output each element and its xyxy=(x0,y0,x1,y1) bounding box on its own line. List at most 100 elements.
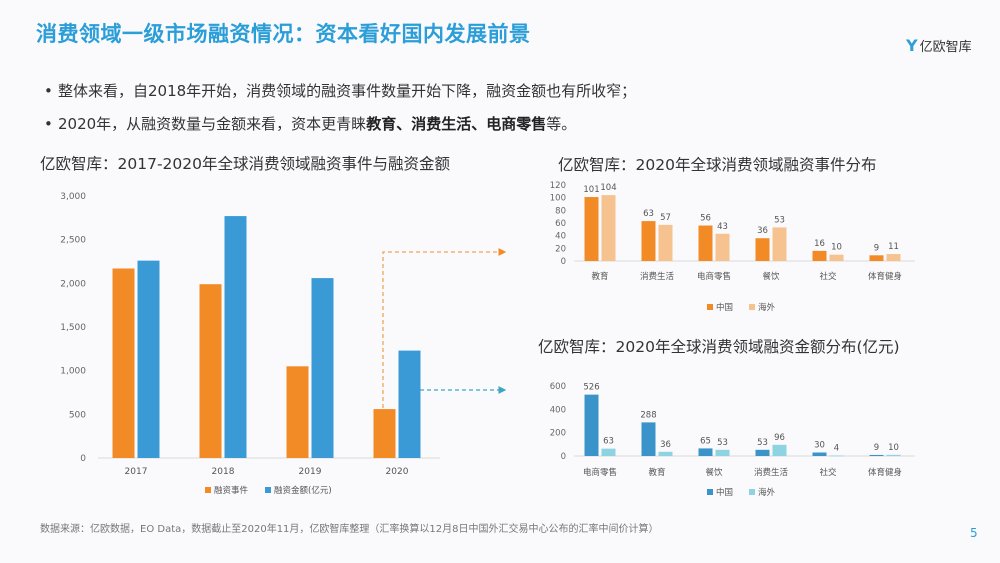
events-y-tick-label: 80 xyxy=(555,206,566,216)
main-legend-label: 融资事件 xyxy=(214,485,249,496)
events-legend-label: 海外 xyxy=(758,302,776,313)
main-bar-series2 xyxy=(311,278,334,458)
main-x-tick-label: 2017 xyxy=(125,467,148,477)
events-legend-swatch xyxy=(707,304,713,310)
page-number: 5 xyxy=(970,526,978,540)
events-x-tick-label: 教育 xyxy=(591,271,608,282)
amount-x-tick-label: 社交 xyxy=(819,467,837,478)
events-bar-series2 xyxy=(886,254,901,261)
events-bar-series1 xyxy=(869,255,884,261)
amount-bar-series1 xyxy=(812,452,827,456)
main-y-tick-label: 2,500 xyxy=(60,236,86,246)
events-data-label: 11 xyxy=(888,242,899,252)
highlight-ecommerce: 电商零售 xyxy=(486,115,547,133)
amount-y-tick-label: 0 xyxy=(561,452,566,462)
main-bar-series2 xyxy=(224,216,247,458)
events-bar-series1 xyxy=(812,250,827,261)
amount-data-label: 53 xyxy=(717,438,728,448)
amount-bar-series1 xyxy=(698,448,713,456)
logo-text: 亿欧智库 xyxy=(919,40,972,55)
main-y-tick-label: 500 xyxy=(69,410,86,420)
events-bar-series1 xyxy=(641,221,656,261)
amount-data-label: 53 xyxy=(757,438,768,448)
events-bar-series1 xyxy=(584,197,599,261)
events-data-label: 43 xyxy=(717,222,728,232)
highlight-education: 教育 xyxy=(366,115,397,133)
amount-y-tick-label: 600 xyxy=(550,382,566,392)
events-y-tick-label: 40 xyxy=(555,232,566,242)
events-x-tick-label: 社交 xyxy=(819,271,837,282)
main-y-tick-label: 1,000 xyxy=(60,367,86,377)
events-data-label: 104 xyxy=(600,183,616,193)
events-bar-series2 xyxy=(829,254,844,261)
events-data-label: 10 xyxy=(831,243,842,253)
main-x-tick-label: 2020 xyxy=(386,467,409,477)
amount-x-tick-label: 电商零售 xyxy=(583,467,617,478)
chart-title-main: 亿欧智库：2017-2020年全球消费领域融资事件与融资金额 xyxy=(40,155,450,173)
amount-data-label: 9 xyxy=(874,443,879,453)
amount-data-label: 30 xyxy=(814,441,825,451)
amount-bar-series1 xyxy=(584,394,599,456)
data-source-note: 数据来源：亿欧数据，EO Data，数据截止至2020年11月，亿欧智库整理（汇… xyxy=(40,524,659,535)
amount-bar-series2 xyxy=(829,455,844,457)
events-y-tick-label: 100 xyxy=(550,194,566,204)
amount-bar-series1 xyxy=(755,449,770,456)
amount-y-tick-label: 400 xyxy=(550,405,566,415)
separator: 、 xyxy=(471,115,487,133)
amount-bar-series1 xyxy=(869,454,884,456)
summary-bullets: • 整体来看，自2018年开始，消费领域的融资事件数量开始下降，融资金额也有所收窄… xyxy=(44,80,636,146)
main-y-tick-label: 0 xyxy=(80,454,86,464)
chart-title-amount: 亿欧智库：2020年全球消费领域融资金额分布(亿元) xyxy=(538,338,900,356)
main-legend-label: 融资金额(亿元) xyxy=(274,485,332,496)
bullet-suffix: 等。 xyxy=(546,115,577,133)
amount-legend-label: 海外 xyxy=(758,487,776,498)
amount-bar-series2 xyxy=(601,448,616,456)
main-bar-series2 xyxy=(398,350,421,458)
bullet-item: • 2020年，从融资数量与金额来看，资本更青睐教育、消费生活、电商零售等。 xyxy=(44,113,636,134)
amount-bar-series1 xyxy=(641,422,656,456)
amount-data-label: 4 xyxy=(834,444,839,454)
main-y-tick-label: 2,000 xyxy=(60,279,86,289)
events-data-label: 53 xyxy=(774,215,785,225)
main-legend-swatch xyxy=(205,487,211,493)
amount-data-label: 65 xyxy=(700,436,711,446)
bullet-dot: • xyxy=(44,115,53,133)
main-bar-series1 xyxy=(112,268,135,458)
events-bar-series2 xyxy=(715,233,730,261)
events-bar-series2 xyxy=(658,224,673,261)
amount-x-tick-label: 教育 xyxy=(648,467,665,478)
events-y-tick-label: 60 xyxy=(555,219,566,229)
amount-data-label: 96 xyxy=(774,433,785,443)
bullet-dot: • xyxy=(44,82,53,100)
amount-legend-swatch xyxy=(707,489,713,495)
chart-title-events: 亿欧智库：2020年全球消费领域融资事件分布 xyxy=(558,156,877,174)
amount-x-tick-label: 消费生活 xyxy=(754,467,789,478)
main-x-tick-label: 2019 xyxy=(299,467,322,477)
amount-y-tick-label: 200 xyxy=(550,429,566,439)
amount-legend-label: 中国 xyxy=(716,487,733,498)
amount-bar-series2 xyxy=(886,454,901,456)
connector-orange-dashed xyxy=(382,248,507,408)
amount-bar-series2 xyxy=(772,444,787,456)
events-x-tick-label: 体育健身 xyxy=(868,271,902,282)
events-data-label: 57 xyxy=(660,213,671,223)
main-bar-series1 xyxy=(286,366,309,458)
events-y-tick-label: 20 xyxy=(555,244,566,254)
events-bar-series1 xyxy=(698,225,713,261)
events-legend-label: 中国 xyxy=(716,302,733,313)
amount-data-label: 10 xyxy=(888,443,899,453)
events-y-tick-label: 120 xyxy=(550,181,566,191)
main-legend-swatch xyxy=(265,487,271,493)
amount-data-label: 288 xyxy=(640,410,656,420)
bullet-text: 整体来看，自2018年开始，消费领域的融资事件数量开始下降，融资金额也有所收窄； xyxy=(58,82,637,100)
main-y-tick-label: 3,000 xyxy=(60,192,86,202)
events-x-tick-label: 消费生活 xyxy=(640,271,675,282)
events-data-label: 63 xyxy=(643,209,654,219)
bullet-item: • 整体来看，自2018年开始，消费领域的融资事件数量开始下降，融资金额也有所收窄… xyxy=(44,80,636,101)
events-bar-series2 xyxy=(601,195,616,261)
events-legend-swatch xyxy=(749,304,755,310)
main-bar-series1 xyxy=(199,284,222,458)
amount-bar-series2 xyxy=(715,449,730,456)
main-y-tick-label: 1,500 xyxy=(60,323,86,333)
amount-data-label: 36 xyxy=(660,440,671,450)
